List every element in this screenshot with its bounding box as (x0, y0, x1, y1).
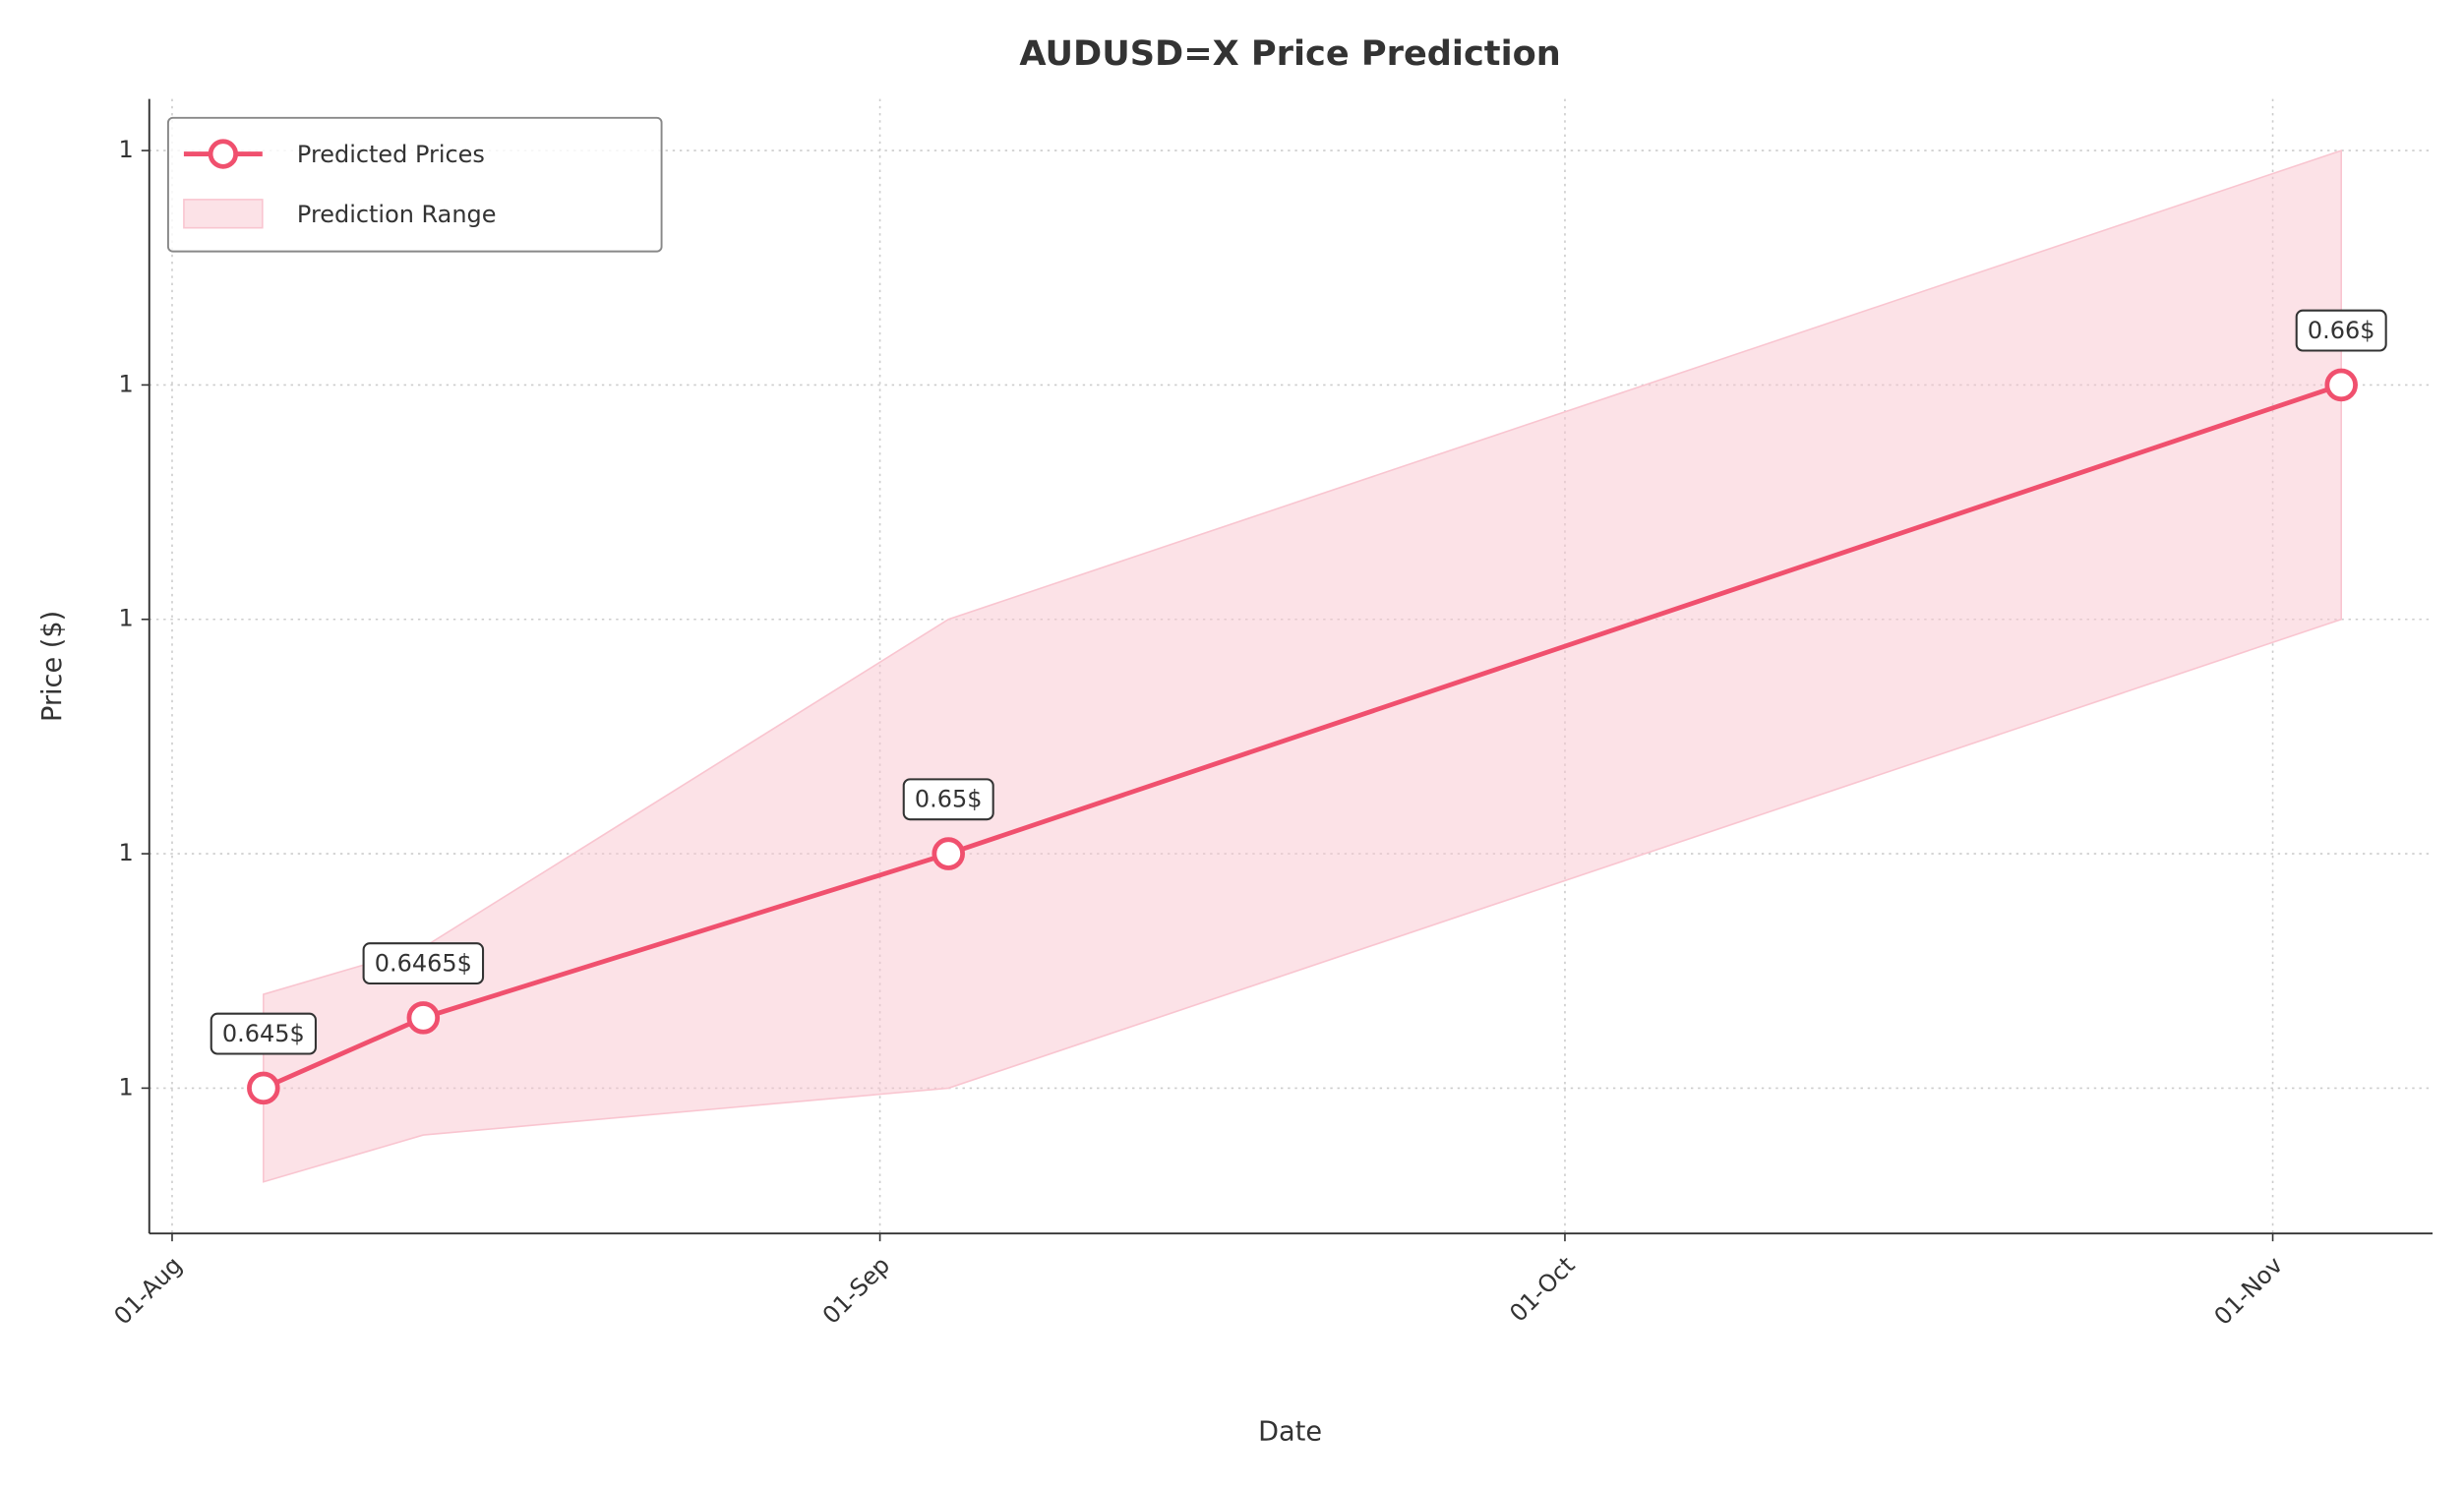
point (406, 1001, 441, 1035)
data-label-box (210, 1012, 317, 1055)
x-tick-label: 01-Nov (2209, 1251, 2289, 1331)
x-axis-title: Date (1258, 1417, 1322, 1448)
y-tick-label: 1 (119, 839, 134, 866)
line (262, 383, 2342, 1091)
point (2324, 368, 2358, 402)
data-label-box (2295, 309, 2387, 352)
data-label-text: 0.65$ (915, 786, 983, 813)
data-label: 0.645$ (210, 1012, 317, 1055)
legend-label: Prediction Range (297, 201, 497, 228)
legend-swatch (183, 199, 264, 229)
y-tick-label: 1 (119, 605, 134, 632)
data-label: 0.65$ (902, 778, 994, 821)
data-label: 0.6465$ (362, 942, 485, 985)
point (247, 1071, 280, 1105)
prediction-band (263, 149, 2342, 1183)
x-tick-label: 01-Sep (817, 1251, 895, 1329)
data-label-text: 0.645$ (222, 1020, 305, 1047)
y-tick-label: 1 (119, 136, 134, 163)
data-label-text: 0.6465$ (375, 950, 472, 978)
data-label: 0.66$ (2295, 309, 2387, 352)
legend-marker (208, 139, 239, 169)
y-tick-label: 1 (119, 1073, 134, 1101)
data-label-box (902, 778, 994, 821)
point (932, 837, 965, 870)
data-label-text: 0.66$ (2308, 317, 2375, 344)
chart-title: AUDUSD=X Price Prediction (1019, 33, 1560, 74)
legend-label: Predicted Prices (297, 141, 485, 168)
y-tick-label: 1 (119, 370, 134, 397)
x-tick-label: 01-Aug (108, 1251, 187, 1330)
legend-box (166, 116, 663, 253)
data-label-box (362, 942, 485, 985)
y-axis-title: Price ($) (37, 611, 68, 722)
x-tick-label: 01-Oct (1504, 1251, 1580, 1327)
